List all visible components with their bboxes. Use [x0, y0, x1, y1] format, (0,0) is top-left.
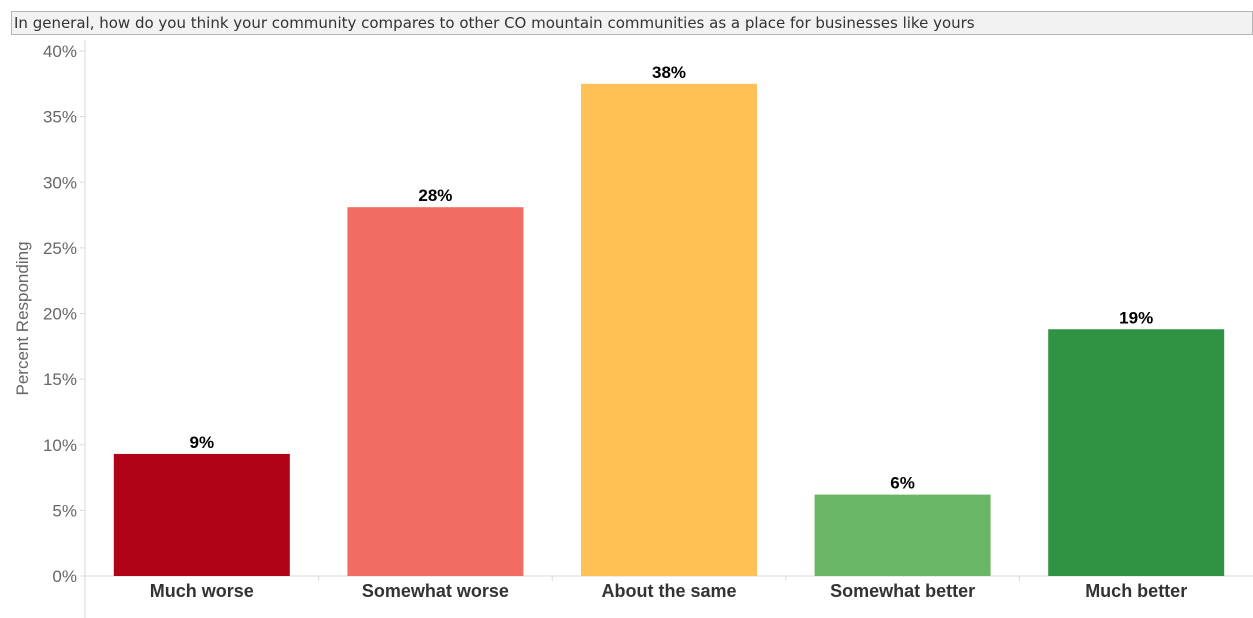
- y-tick-label: 25%: [43, 239, 77, 258]
- y-tick-label: 10%: [43, 436, 77, 455]
- y-tick-label: 30%: [43, 173, 77, 192]
- x-tick-label: About the same: [601, 581, 736, 601]
- data-label: 9%: [190, 433, 215, 452]
- y-tick-label: 15%: [43, 370, 77, 389]
- data-label: 38%: [652, 63, 686, 82]
- y-tick-label: 35%: [43, 108, 77, 127]
- category-labels: Much worse Somewhat worse About the same So…: [150, 581, 1187, 601]
- x-tick-label: Somewhat better: [830, 581, 975, 601]
- data-label: 28%: [418, 186, 452, 205]
- y-tick-label: 20%: [43, 305, 77, 324]
- bar-somewhat-worse: [347, 207, 523, 576]
- data-label: 6%: [890, 474, 915, 493]
- x-tick-label: Much better: [1085, 581, 1187, 601]
- x-tick-label: Somewhat worse: [362, 581, 509, 601]
- y-tick-label: 0%: [52, 567, 77, 586]
- y-axis-ticks: 0% 5% 10% 15% 20% 25% 30% 35% 40%: [43, 42, 85, 586]
- x-tick-label: Much worse: [150, 581, 254, 601]
- data-label: 19%: [1119, 308, 1153, 327]
- y-tick-label: 5%: [52, 501, 77, 520]
- bar-much-worse: [114, 454, 290, 576]
- bar-about-the-same: [581, 84, 757, 576]
- bar-somewhat-better: [815, 495, 991, 576]
- y-tick-label: 40%: [43, 42, 77, 61]
- bar-much-better: [1048, 329, 1224, 576]
- y-axis-title: Percent Responding: [13, 241, 32, 395]
- bars: [114, 84, 1224, 576]
